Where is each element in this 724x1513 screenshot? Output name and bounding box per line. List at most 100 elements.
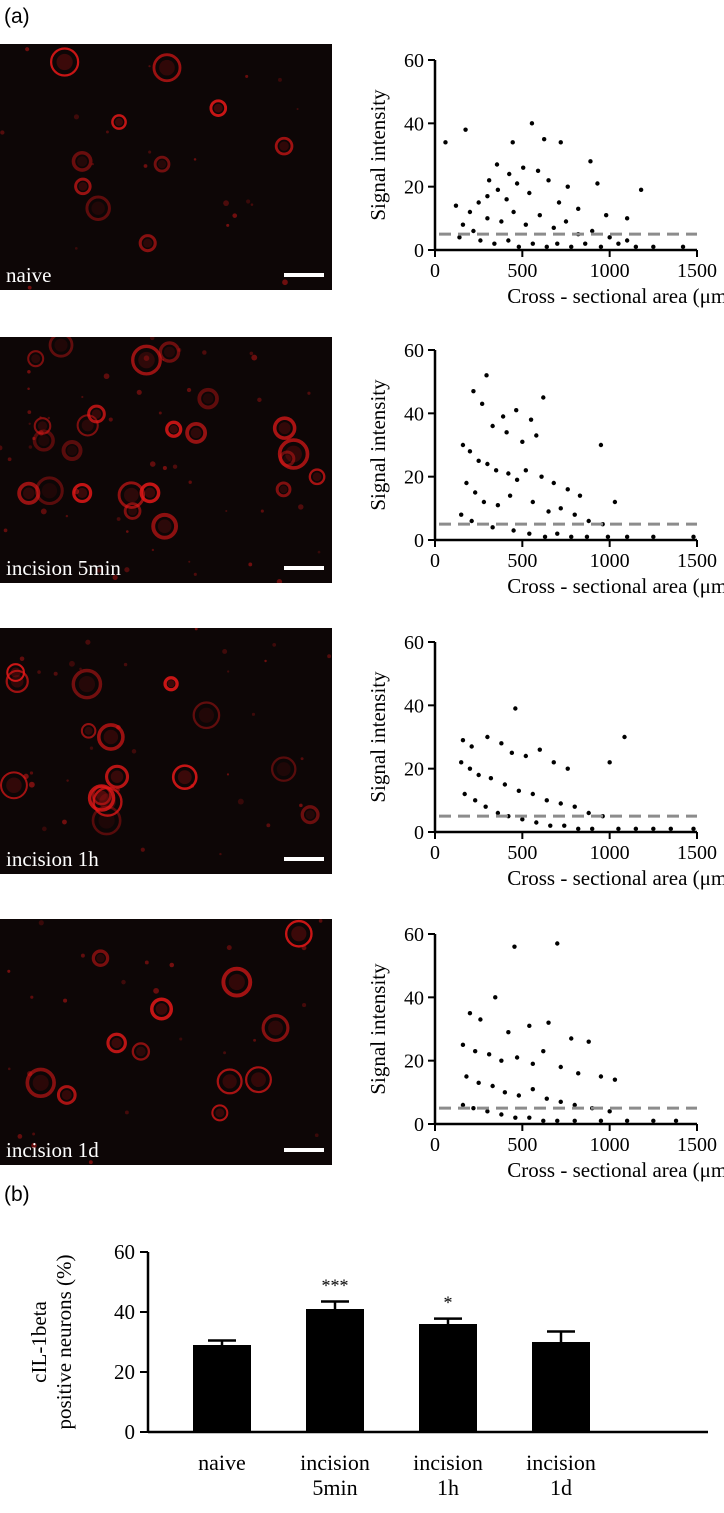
- data-point: [490, 423, 495, 429]
- data-point: [460, 1042, 466, 1048]
- data-point: [577, 493, 583, 498]
- tissue-background: [0, 44, 332, 290]
- neuron-cell: [209, 99, 228, 117]
- data-point: [488, 775, 494, 781]
- data-point: [530, 1061, 536, 1067]
- data-point: [546, 509, 551, 514]
- stain-speck: [179, 1037, 183, 1041]
- x-axis-label: Cross - sectional area (μm2): [507, 1158, 724, 1182]
- stain-speck: [249, 351, 254, 356]
- neuron-cell: [61, 440, 83, 462]
- data-point: [651, 244, 656, 250]
- stain-speck: [73, 114, 80, 120]
- micrograph-incision-1d: incision 1d: [0, 919, 332, 1165]
- neuron-cell-body: [61, 1089, 72, 1100]
- x-tick-label: 1000: [590, 842, 630, 864]
- data-points: [459, 706, 696, 832]
- y-tick-label: 60: [114, 1240, 135, 1264]
- data-point: [651, 534, 656, 540]
- stain-speck: [277, 77, 282, 82]
- y-tick-label: 60: [404, 50, 424, 72]
- neuron-cell: [87, 784, 116, 812]
- data-point: [485, 461, 490, 467]
- data-point: [555, 941, 560, 946]
- data-point: [598, 244, 604, 250]
- x-tick-label: 0: [430, 1134, 440, 1156]
- stain-speck: [223, 200, 229, 207]
- stain-speck: [225, 509, 228, 513]
- neuron-cell-body: [136, 1046, 146, 1057]
- data-point: [514, 1055, 520, 1060]
- data-point: [472, 1048, 478, 1054]
- data-point: [603, 212, 609, 218]
- data-point: [507, 493, 513, 498]
- data-point: [537, 212, 542, 218]
- data-points: [460, 941, 679, 1124]
- data-point: [500, 414, 506, 419]
- data-point: [691, 826, 696, 832]
- y-tick-label: 20: [114, 1360, 135, 1384]
- data-point: [572, 1102, 577, 1108]
- stain-speck: [299, 803, 303, 808]
- data-point: [624, 1118, 630, 1124]
- neuron-cell: [158, 341, 181, 363]
- stain-speck: [53, 671, 58, 676]
- data-point: [479, 401, 485, 407]
- data-point: [539, 474, 544, 479]
- stain-speck: [25, 47, 30, 52]
- data-point: [590, 228, 595, 234]
- neuron-cell: [35, 476, 64, 506]
- stain-speck: [69, 660, 75, 667]
- data-point: [607, 235, 612, 240]
- neuron-cell: [261, 1014, 290, 1042]
- stain-speck: [246, 199, 251, 204]
- data-point: [499, 741, 504, 746]
- x-tick-label: 500: [507, 1134, 537, 1156]
- data-point: [530, 791, 536, 797]
- y-tick-label: 20: [404, 177, 424, 199]
- data-point: [583, 241, 588, 246]
- stain-speck: [28, 445, 33, 449]
- neuron-cell-body: [228, 974, 245, 991]
- stain-speck: [88, 1160, 93, 1165]
- stain-speck: [143, 164, 148, 168]
- y-tick-label: 40: [404, 987, 424, 1009]
- bar: [532, 1342, 590, 1432]
- data-point: [651, 826, 656, 832]
- y-tick-label: 0: [414, 1114, 424, 1136]
- micrograph-label: incision 1h: [6, 847, 99, 871]
- stain-speck: [144, 960, 149, 965]
- data-point: [493, 995, 498, 1000]
- stain-speck: [307, 391, 311, 395]
- neuron-cell-body: [77, 487, 88, 499]
- data-point: [558, 1099, 563, 1105]
- data-point: [490, 525, 495, 530]
- x-axis-label: Cross - sectional area (μm2): [507, 574, 724, 598]
- data-point: [535, 168, 541, 174]
- neuron-cell: [131, 344, 162, 376]
- stain-speck: [17, 1134, 23, 1139]
- data-point: [504, 197, 509, 202]
- data-point: [467, 1010, 473, 1016]
- neuron-cell: [150, 997, 174, 1021]
- x-tick-label: 0: [430, 260, 440, 282]
- stain-speck: [79, 667, 82, 671]
- neuron-cell-body: [96, 953, 105, 963]
- category-label: 1d: [550, 1475, 572, 1500]
- stain-speck: [227, 670, 230, 673]
- neuron-cell-body: [177, 770, 192, 785]
- neuron-cell: [153, 155, 171, 173]
- stain-speck: [27, 370, 31, 374]
- scale-bar: [284, 566, 324, 570]
- data-point: [457, 235, 462, 240]
- stain-speck: [91, 162, 94, 166]
- neuron-cell: [272, 416, 297, 440]
- data-point: [562, 823, 567, 828]
- stain-speck: [140, 847, 145, 852]
- stain-speck: [23, 773, 29, 780]
- neuron-cell: [165, 420, 183, 438]
- data-point: [542, 534, 548, 540]
- data-point: [485, 734, 490, 740]
- data-point: [572, 1118, 577, 1124]
- stain-speck: [177, 348, 182, 352]
